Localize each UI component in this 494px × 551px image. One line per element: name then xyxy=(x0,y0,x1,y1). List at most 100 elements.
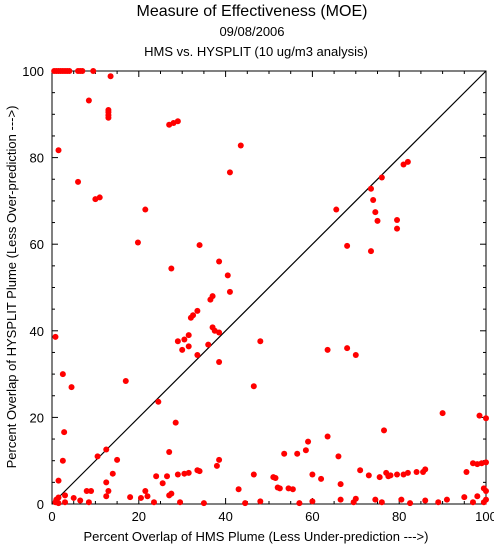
data-point xyxy=(378,499,385,506)
data-point xyxy=(105,488,112,495)
data-point xyxy=(216,456,223,463)
data-point xyxy=(177,499,184,506)
y-tick-label: 100 xyxy=(22,64,44,79)
data-point xyxy=(344,242,351,249)
data-point xyxy=(337,481,344,488)
data-point xyxy=(305,438,312,445)
data-point xyxy=(296,500,303,507)
data-point xyxy=(289,486,296,493)
chart-title: Measure of Effectiveness (MOE) xyxy=(137,3,368,20)
data-point xyxy=(309,498,316,505)
data-point xyxy=(187,314,194,321)
data-point xyxy=(55,147,62,154)
data-point xyxy=(153,473,160,480)
data-point xyxy=(164,473,171,480)
y-tick-label: 60 xyxy=(30,237,44,252)
data-point xyxy=(376,474,383,481)
data-point xyxy=(216,329,223,336)
data-point xyxy=(394,216,401,223)
data-point xyxy=(378,174,385,181)
data-point xyxy=(357,467,364,474)
data-point xyxy=(404,469,411,476)
data-point xyxy=(213,462,220,469)
data-point xyxy=(216,358,223,365)
data-point xyxy=(367,185,374,192)
data-point xyxy=(435,499,442,506)
data-point xyxy=(400,161,407,168)
one-to-one-diagonal-line xyxy=(51,70,487,505)
data-point xyxy=(237,142,244,149)
data-points xyxy=(51,68,489,507)
data-point xyxy=(294,450,301,457)
data-point xyxy=(333,206,340,213)
data-point xyxy=(61,429,68,436)
data-point xyxy=(103,446,110,453)
data-point xyxy=(324,346,331,353)
x-tick-label: 40 xyxy=(218,509,232,524)
data-point xyxy=(318,475,325,482)
x-tick-label: 80 xyxy=(392,509,406,524)
data-point xyxy=(62,499,69,506)
data-point xyxy=(387,472,394,479)
data-point xyxy=(168,265,175,272)
y-tick-label: 0 xyxy=(37,497,44,512)
data-point xyxy=(185,332,192,339)
data-point xyxy=(194,307,201,314)
data-point xyxy=(372,209,379,216)
data-point xyxy=(172,419,179,426)
data-point xyxy=(344,345,351,352)
data-point xyxy=(79,68,86,74)
chart-date: 09/08/2006 xyxy=(219,24,284,39)
data-point xyxy=(105,114,112,121)
data-point xyxy=(196,468,203,475)
data-point xyxy=(324,433,331,440)
data-point xyxy=(155,398,162,405)
data-point xyxy=(207,296,214,303)
data-point xyxy=(483,459,489,466)
data-point xyxy=(66,68,73,74)
data-point xyxy=(463,468,470,475)
data-point xyxy=(422,466,429,473)
data-point xyxy=(185,469,192,476)
data-point xyxy=(150,499,157,506)
data-point xyxy=(367,248,374,255)
data-point xyxy=(469,499,476,506)
data-point xyxy=(443,496,450,503)
data-point xyxy=(226,288,233,295)
data-point xyxy=(337,496,344,503)
data-point xyxy=(159,480,166,487)
data-point xyxy=(92,196,99,203)
data-point xyxy=(370,197,377,204)
data-point xyxy=(480,499,487,506)
data-point xyxy=(85,499,92,506)
data-point xyxy=(85,97,92,104)
data-point xyxy=(461,494,468,501)
data-point xyxy=(309,471,316,478)
data-point xyxy=(302,447,309,454)
data-point xyxy=(270,474,277,481)
data-point xyxy=(381,427,388,434)
data-point xyxy=(68,384,75,391)
data-point xyxy=(276,485,283,492)
data-point xyxy=(59,371,66,378)
data-point xyxy=(281,450,288,457)
data-point xyxy=(365,472,372,479)
data-point xyxy=(142,488,149,495)
y-tick-label: 80 xyxy=(30,151,44,166)
data-point xyxy=(335,453,342,460)
data-point xyxy=(352,495,359,502)
data-point xyxy=(127,494,134,501)
data-point xyxy=(422,497,429,504)
data-point xyxy=(394,225,401,232)
data-point xyxy=(134,239,141,246)
data-point xyxy=(235,486,242,493)
data-point xyxy=(142,206,149,213)
x-tick-label: 100 xyxy=(475,509,494,524)
data-point xyxy=(200,500,207,507)
data-point xyxy=(476,412,483,419)
data-point xyxy=(257,338,264,345)
data-point xyxy=(181,336,188,343)
data-point xyxy=(205,341,212,348)
data-point xyxy=(226,169,233,176)
data-point xyxy=(59,457,66,464)
